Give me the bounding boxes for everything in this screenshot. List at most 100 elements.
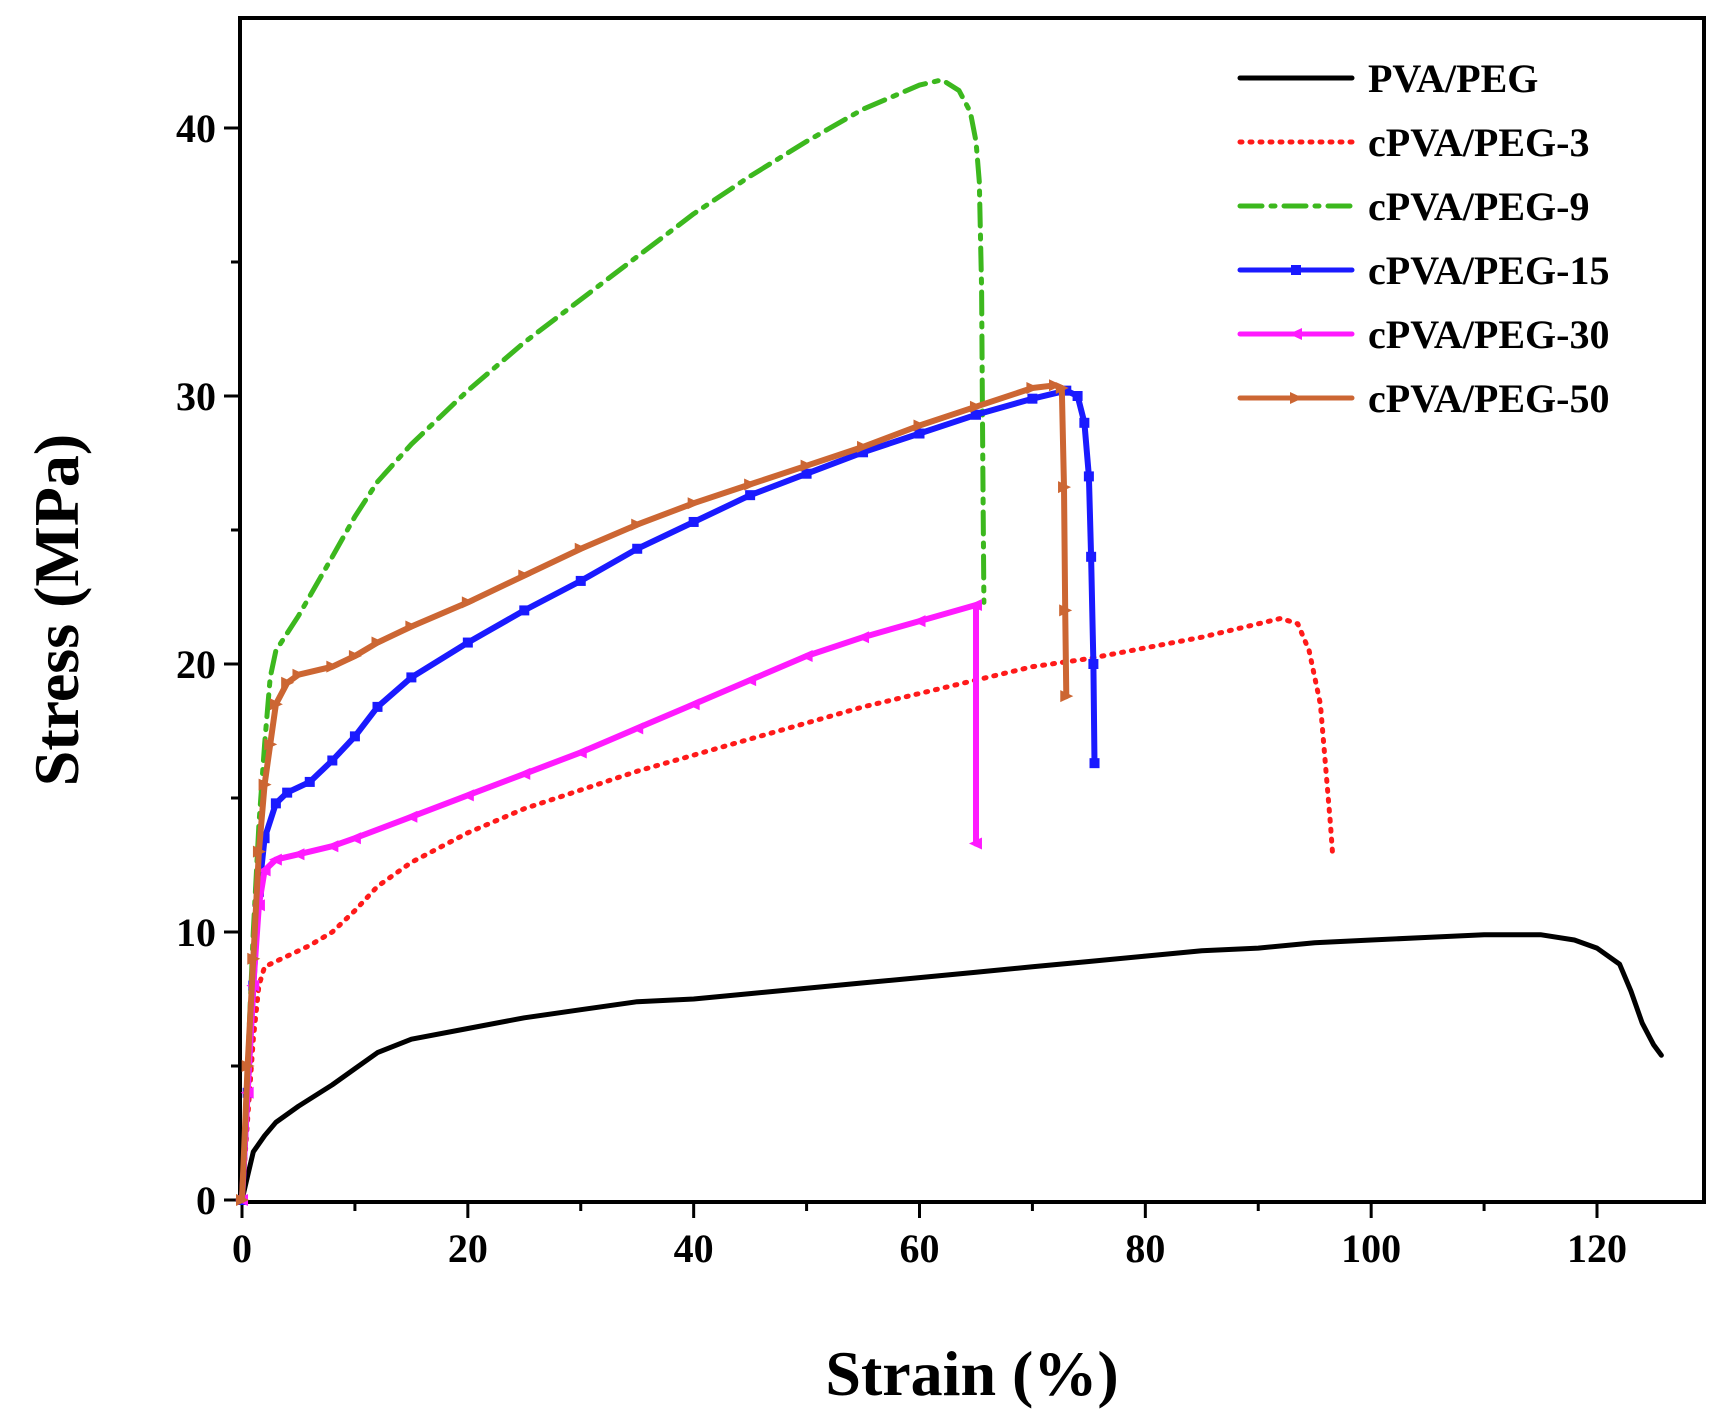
data-point	[292, 668, 306, 681]
data-point	[573, 746, 587, 759]
data-point	[970, 409, 981, 420]
y-tick-label: 10	[176, 910, 216, 955]
series-line	[239, 602, 979, 1203]
data-point	[799, 649, 813, 662]
legend-marker	[1291, 265, 1301, 275]
data-point	[631, 518, 645, 531]
data-point	[304, 776, 315, 787]
data-point	[1086, 551, 1097, 562]
data-point	[347, 832, 361, 845]
x-tick-label: 0	[232, 1226, 252, 1271]
legend-marker	[1290, 392, 1303, 404]
data-point	[800, 459, 814, 472]
data-point	[517, 767, 531, 780]
data-point	[1089, 758, 1100, 769]
legend-label: cPVA/PEG-30	[1368, 312, 1609, 357]
series-pva-peg	[239, 932, 1664, 1203]
data-point	[686, 698, 700, 711]
y-axis-title: Stress (MPa)	[21, 434, 92, 787]
data-point	[372, 701, 383, 712]
data-point	[348, 649, 362, 662]
data-point	[236, 1194, 249, 1206]
data-point	[281, 676, 295, 689]
data-point	[270, 798, 281, 809]
data-point	[326, 660, 340, 673]
data-point	[1060, 690, 1074, 703]
data-point	[325, 840, 339, 853]
data-point	[461, 596, 475, 609]
data-point	[857, 440, 871, 453]
data-point	[968, 599, 982, 612]
data-point	[519, 605, 530, 616]
data-point	[282, 787, 293, 798]
series-cpva-peg-50	[236, 379, 1074, 1206]
data-point	[914, 428, 925, 439]
data-point	[1055, 381, 1069, 394]
x-axis-title: Strain (%)	[825, 1338, 1118, 1409]
data-point	[858, 447, 869, 458]
data-point	[269, 698, 283, 711]
data-point	[745, 490, 756, 501]
data-point	[743, 674, 757, 687]
series-cpva-peg-15	[237, 385, 1100, 1205]
data-point	[518, 569, 532, 582]
series-line	[239, 615, 1336, 1203]
data-point	[406, 672, 417, 683]
data-point	[258, 778, 272, 791]
y-tick-label: 0	[196, 1178, 216, 1223]
legend-marker	[1289, 328, 1302, 340]
data-point	[574, 542, 588, 555]
data-point	[913, 419, 927, 432]
data-point	[1079, 417, 1090, 428]
plot-frame	[238, 16, 1706, 1204]
legend-item: cPVA/PEG-50	[1237, 376, 1609, 421]
data-point	[462, 637, 473, 648]
data-point	[371, 636, 385, 649]
series-cpva-peg-30	[235, 599, 982, 1206]
data-point	[349, 731, 360, 742]
data-point	[744, 478, 758, 491]
data-point	[687, 497, 701, 510]
legend-item: PVA/PEG	[1237, 56, 1538, 101]
series-layer	[235, 77, 1664, 1206]
legend-item: cPVA/PEG-9	[1237, 184, 1589, 229]
y-axis-ticks: 0 10 20 30 40	[176, 106, 240, 1223]
data-point	[632, 543, 643, 554]
y-tick-label: 40	[176, 106, 216, 151]
x-tick-label: 100	[1341, 1226, 1401, 1271]
legend-item: cPVA/PEG-30	[1237, 312, 1609, 357]
legend-label: PVA/PEG	[1368, 56, 1538, 101]
x-axis-ticks: 0 20 40 60 80 100 120	[232, 1202, 1627, 1271]
data-point	[1072, 391, 1083, 401]
data-point	[575, 575, 586, 586]
data-point	[688, 516, 699, 527]
data-point	[405, 620, 419, 633]
legend-item: cPVA/PEG-3	[1237, 120, 1589, 165]
legend-label: cPVA/PEG-50	[1368, 376, 1609, 421]
data-point	[404, 810, 418, 823]
data-point	[912, 615, 926, 628]
legend-label: cPVA/PEG-15	[1368, 248, 1609, 293]
data-point	[257, 864, 271, 877]
data-point	[291, 848, 305, 861]
data-point	[1061, 385, 1072, 396]
data-point	[1059, 604, 1073, 617]
series-line	[239, 382, 1070, 1203]
series-line	[239, 77, 987, 1203]
data-point	[1027, 393, 1038, 404]
data-point	[856, 631, 870, 644]
data-point	[1058, 481, 1072, 494]
data-point	[252, 845, 266, 858]
data-point	[327, 755, 338, 766]
y-tick-label: 20	[176, 642, 216, 687]
data-point	[1049, 379, 1062, 392]
data-point	[259, 833, 270, 844]
x-tick-label: 40	[674, 1226, 714, 1271]
data-point	[1083, 471, 1094, 482]
series-cpva-peg-9	[239, 77, 987, 1203]
data-point	[268, 853, 282, 866]
data-point	[1026, 381, 1040, 394]
x-tick-label: 20	[448, 1226, 488, 1271]
legend-item: cPVA/PEG-15	[1237, 248, 1609, 293]
